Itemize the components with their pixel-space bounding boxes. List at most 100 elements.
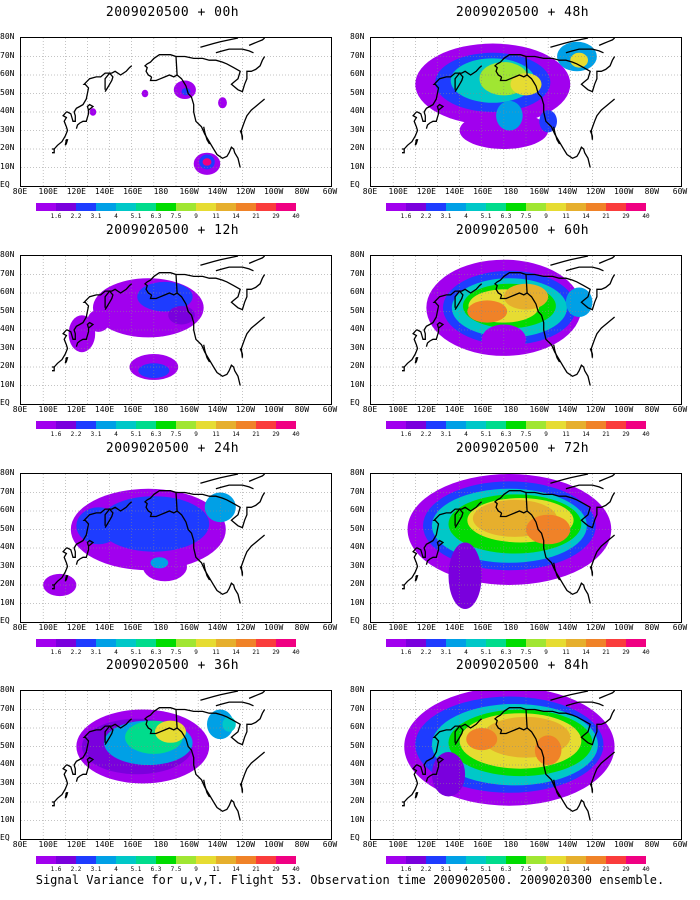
colorbar-label: 9 bbox=[544, 213, 548, 220]
colorbar-labels: 1.6 2.2 3.1 4 5.1 6.3 7.5 9 11 14 21 29 40 bbox=[36, 431, 300, 439]
colorbar-label: 3.1 bbox=[90, 431, 102, 438]
coastline bbox=[104, 290, 114, 310]
lon-tick-label: 100W bbox=[263, 840, 284, 849]
coastline bbox=[526, 55, 616, 93]
coastline bbox=[454, 508, 464, 528]
colorbar-label: 11 bbox=[562, 649, 570, 656]
coastline bbox=[215, 484, 254, 490]
variance-contour bbox=[150, 557, 169, 569]
lon-tick-label: 120E bbox=[416, 405, 436, 414]
colorbar-label: 7.5 bbox=[520, 866, 532, 873]
colorbar bbox=[36, 421, 296, 429]
colorbar-swatch bbox=[156, 421, 176, 429]
lat-tick-label: 50N bbox=[350, 305, 365, 315]
coastline bbox=[454, 725, 464, 745]
lat-tick-label: 10N bbox=[350, 161, 365, 171]
colorbar-label: 2.2 bbox=[70, 649, 82, 656]
colorbar-label: 11 bbox=[562, 431, 570, 438]
colorbar-swatch bbox=[406, 421, 426, 429]
lat-tick-label: 20N bbox=[350, 143, 365, 152]
coastline bbox=[565, 484, 604, 490]
colorbar-swatch bbox=[256, 421, 276, 429]
colorbar-swatch bbox=[256, 639, 276, 647]
colorbar-swatch bbox=[96, 856, 116, 864]
map-panel: 2009020500 + 84h 80N 70N 60N 50N 40N 30N 20N 10N… bbox=[350, 658, 695, 873]
lat-tick-label: 10N bbox=[0, 814, 15, 824]
colorbar-label: 21 bbox=[252, 866, 260, 873]
colorbar-label: 6.3 bbox=[500, 431, 512, 438]
colorbar-swatch bbox=[546, 639, 566, 647]
coastline bbox=[248, 256, 266, 264]
coastline bbox=[402, 366, 405, 372]
colorbar-label: 7.5 bbox=[520, 649, 532, 656]
colorbar-label: 7.5 bbox=[170, 213, 182, 220]
colorbar-swatch bbox=[506, 203, 526, 211]
variance-map-svg bbox=[371, 474, 681, 622]
colorbar-swatch bbox=[526, 639, 546, 647]
variance-contour bbox=[137, 281, 193, 312]
colorbar-swatch bbox=[606, 639, 626, 647]
colorbar-swatch bbox=[506, 856, 526, 864]
coastline bbox=[526, 708, 616, 746]
colorbar-label: 1.6 bbox=[50, 866, 62, 873]
colorbar-label: 6.3 bbox=[150, 213, 162, 220]
coastline bbox=[203, 779, 211, 798]
lon-tick-label: 80W bbox=[294, 623, 310, 632]
colorbar-swatch bbox=[506, 639, 526, 647]
colorbar-label: 5.1 bbox=[130, 431, 142, 438]
variance-contour bbox=[431, 752, 466, 797]
colorbar-swatch bbox=[486, 639, 506, 647]
map-plot bbox=[20, 255, 332, 405]
lat-tick-label: 20N bbox=[0, 579, 15, 588]
coastline bbox=[526, 273, 616, 311]
colorbar-label: 4 bbox=[464, 213, 468, 220]
lon-tick-label: 160E bbox=[473, 187, 493, 196]
panel-title: 2009020500 + 84h bbox=[455, 658, 590, 673]
coastline bbox=[176, 273, 266, 311]
colorbar-labels: 1.6 2.2 3.1 4 5.1 6.3 7.5 9 11 14 21 29 40 bbox=[386, 213, 650, 221]
colorbar-label: 14 bbox=[232, 431, 240, 438]
lon-tick-label: 120W bbox=[585, 623, 606, 632]
colorbar-label: 21 bbox=[602, 213, 610, 220]
colorbar-swatch bbox=[606, 421, 626, 429]
colorbar-swatch bbox=[76, 856, 96, 864]
lon-tick-label: 80W bbox=[644, 623, 660, 632]
lon-tick-label: 120W bbox=[235, 405, 256, 414]
colorbar-swatch bbox=[606, 203, 626, 211]
variance-map-svg bbox=[21, 691, 331, 839]
colorbar-swatch bbox=[156, 203, 176, 211]
panel-title: 2009020500 + 36h bbox=[105, 658, 240, 673]
colorbar-swatch bbox=[606, 856, 626, 864]
colorbar-swatch bbox=[386, 856, 406, 864]
map-panel: 2009020500 + 36h 80N 70N 60N 50N 40N 30N 20N 10N… bbox=[0, 658, 345, 873]
lat-tick-label: 60N bbox=[0, 505, 15, 514]
lat-tick-label: 20N bbox=[350, 796, 365, 805]
coastline bbox=[203, 344, 211, 363]
lat-tick-label: 70N bbox=[350, 50, 365, 60]
colorbar-label: 2.2 bbox=[420, 213, 432, 220]
colorbar-swatch bbox=[56, 421, 76, 429]
colorbar-label: 1.6 bbox=[50, 431, 62, 438]
coastline bbox=[565, 701, 604, 707]
lat-tick-label: 20N bbox=[350, 361, 365, 370]
lon-tick-label: 60W bbox=[322, 623, 338, 632]
colorbar-swatch bbox=[216, 856, 236, 864]
lon-tick-label: 60W bbox=[672, 405, 688, 414]
colorbar-swatch bbox=[196, 639, 216, 647]
lon-tick-label: 140W bbox=[207, 623, 227, 632]
colorbar-swatch bbox=[36, 203, 56, 211]
colorbar-swatch bbox=[446, 856, 466, 864]
lat-tick-label: 80N bbox=[0, 250, 15, 259]
colorbar-swatch bbox=[136, 203, 156, 211]
coastline bbox=[425, 756, 445, 782]
colorbar-label: 4 bbox=[464, 431, 468, 438]
lon-tick-label: 140W bbox=[207, 187, 227, 196]
lon-tick-label: 100W bbox=[263, 623, 284, 632]
map-plot bbox=[370, 473, 682, 623]
lat-tick-label: 60N bbox=[0, 69, 15, 78]
coastline bbox=[402, 148, 405, 154]
coastline bbox=[52, 801, 55, 807]
lon-tick-label: 140E bbox=[444, 405, 465, 414]
panel-title: 2009020500 + 48h bbox=[455, 5, 590, 20]
colorbar-label: 9 bbox=[194, 431, 198, 438]
